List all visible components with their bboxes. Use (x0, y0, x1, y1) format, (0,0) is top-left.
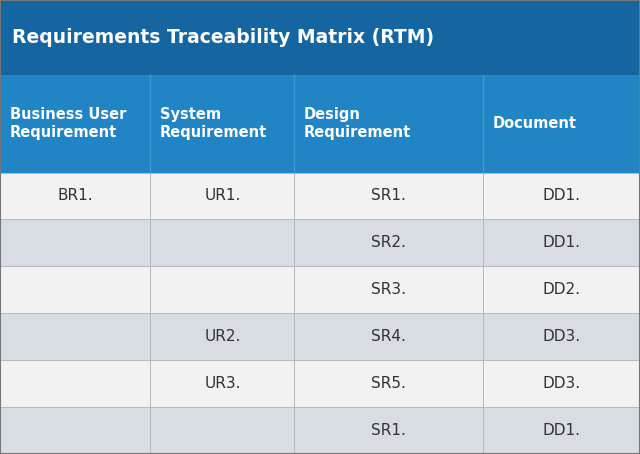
Text: Requirements Traceability Matrix (RTM): Requirements Traceability Matrix (RTM) (12, 28, 434, 47)
Text: DD1.: DD1. (543, 188, 580, 203)
Text: DD2.: DD2. (543, 282, 580, 297)
Text: BR1.: BR1. (58, 188, 93, 203)
Bar (0, 219, 640, 266)
Bar (0, 75, 640, 173)
Bar (0, 173, 640, 219)
Text: UR1.: UR1. (204, 188, 241, 203)
Text: Document: Document (493, 116, 577, 131)
Text: DD3.: DD3. (543, 376, 580, 391)
Text: SR3.: SR3. (371, 282, 406, 297)
Text: Business User
Requirement: Business User Requirement (10, 107, 126, 140)
Text: SR5.: SR5. (371, 376, 406, 391)
Text: Design
Requirement: Design Requirement (304, 107, 412, 140)
Bar (0, 0, 640, 75)
Text: DD1.: DD1. (543, 423, 580, 438)
Bar (0, 407, 640, 454)
Text: DD3.: DD3. (543, 329, 580, 344)
Text: SR1.: SR1. (371, 423, 406, 438)
Text: UR2.: UR2. (204, 329, 241, 344)
Text: SR1.: SR1. (371, 188, 406, 203)
Text: System
Requirement: System Requirement (160, 107, 268, 140)
Text: DD1.: DD1. (543, 235, 580, 251)
Bar (0, 266, 640, 313)
Text: SR2.: SR2. (371, 235, 406, 251)
Text: SR4.: SR4. (371, 329, 406, 344)
Text: UR3.: UR3. (204, 376, 241, 391)
Bar (0, 313, 640, 360)
Bar (0, 360, 640, 407)
